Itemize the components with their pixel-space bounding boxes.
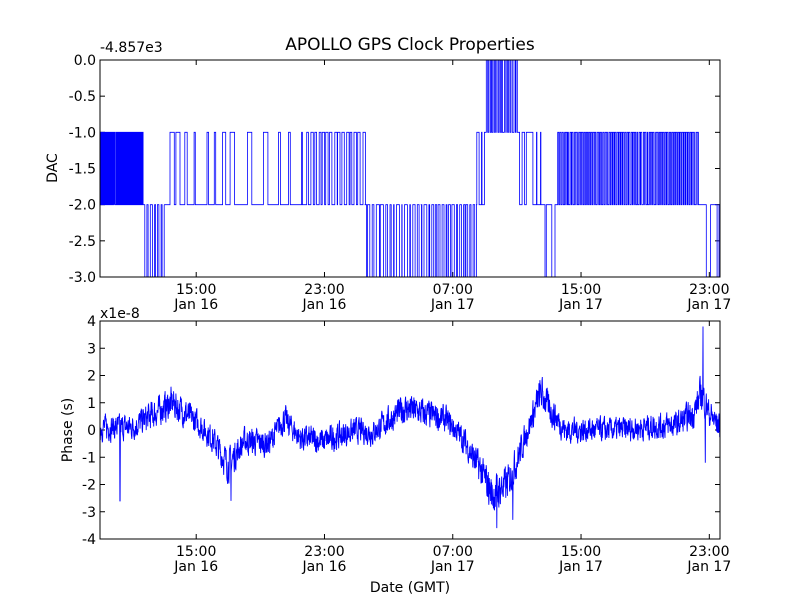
dac-offset-text: -4.857e3 — [100, 40, 163, 56]
dac-y-tick-label: -2.5 — [69, 234, 96, 250]
phase-y-tick-label: 1 — [87, 396, 96, 412]
phase-y-ticks: 4 3 2 1 0 -1 -2 -3 -4 — [82, 314, 720, 548]
dac-y-tick-label: -0.5 — [69, 89, 96, 105]
dac-panel: -4.857e3 DAC 0.0 -0.5 -1.0 -1.5 -2.0 -2.5 -3.0… — [45, 40, 731, 313]
phase-x-tick-time: 15:00 — [176, 544, 216, 560]
dac-x-tick-time: 07:00 — [433, 282, 473, 298]
phase-y-tick-label: -1 — [82, 450, 96, 466]
phase-x-tick-time: 15:00 — [561, 544, 601, 560]
dac-x-tick-time: 15:00 — [176, 282, 216, 298]
phase-x-tick-time: 23:00 — [689, 544, 729, 560]
dac-x-tick-time: 15:00 — [561, 282, 601, 298]
dac-y-tick-label: -1.0 — [69, 125, 96, 141]
phase-offset-text: x1e-8 — [100, 306, 140, 322]
phase-plot-frame — [99, 320, 721, 540]
dac-x-tick-time: 23:00 — [689, 282, 729, 298]
dac-x-tick-date: Jan 16 — [302, 297, 347, 313]
phase-y-tick-label: 2 — [87, 369, 96, 385]
phase-y-tick-label: 4 — [87, 314, 96, 330]
phase-series-line — [99, 326, 721, 529]
dac-x-tick-date: Jan 17 — [430, 297, 475, 313]
phase-x-tick-time: 23:00 — [304, 544, 344, 560]
phase-y-tick-label: -4 — [82, 532, 96, 548]
dac-y-tick-label: -2.0 — [69, 198, 96, 214]
dac-y-tick-label: -1.5 — [69, 162, 96, 178]
phase-x-tick-date: Jan 17 — [558, 559, 603, 575]
dac-x-tick-date: Jan 17 — [558, 297, 603, 313]
dac-y-tick-label: -3.0 — [69, 270, 96, 286]
dac-x-tick-time: 23:00 — [304, 282, 344, 298]
chart-title: APOLLO GPS Clock Properties — [285, 35, 535, 55]
phase-y-tick-label: -2 — [82, 478, 96, 494]
phase-x-tick-date: Jan 17 — [686, 559, 731, 575]
phase-x-tick-date: Jan 16 — [173, 559, 218, 575]
dac-x-tick-date: Jan 17 — [686, 297, 731, 313]
phase-y-tick-label: 0 — [87, 423, 96, 439]
phase-x-axis-label: Date (GMT) — [370, 580, 450, 596]
phase-x-tick-date: Jan 16 — [302, 559, 347, 575]
phase-axis-label: Phase (s) — [60, 398, 76, 462]
phase-x-tick-date: Jan 17 — [430, 559, 475, 575]
phase-y-tick-label: 3 — [87, 341, 96, 357]
dac-y-tick-label: 0.0 — [74, 53, 96, 69]
phase-y-tick-label: -3 — [82, 505, 96, 521]
phase-x-tick-time: 07:00 — [433, 544, 473, 560]
dac-x-tick-date: Jan 16 — [173, 297, 218, 313]
dac-plot-frame — [99, 59, 721, 278]
dac-axis-label: DAC — [45, 153, 61, 183]
